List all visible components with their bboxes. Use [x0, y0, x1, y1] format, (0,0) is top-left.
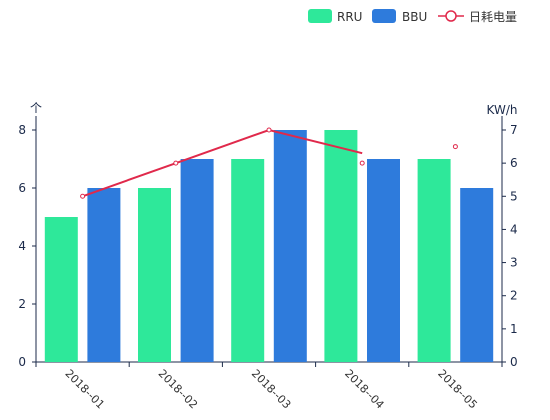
x-tick-label: 2018--03 [249, 367, 294, 412]
line-point-0 [80, 193, 86, 199]
x-tick-label: 2018--02 [156, 367, 201, 412]
bar-bbu-2 [273, 130, 307, 362]
left-axis-unit: 个 [30, 101, 42, 115]
legend-label: RRU [337, 10, 362, 24]
bar-bbu-3 [367, 159, 400, 362]
left-tick-label: 0 [18, 355, 26, 369]
line-series [80, 127, 458, 199]
right-tick-label: 4 [510, 222, 518, 236]
x-tick-label: 2018--05 [435, 367, 480, 412]
legend: RRU BBU 日耗电量 [308, 9, 517, 24]
bar-bbu-1 [180, 159, 214, 362]
right-tick-label: 3 [510, 256, 518, 270]
line-point-2 [266, 127, 272, 133]
legend-swatch [372, 9, 396, 23]
bar-rru-3 [324, 130, 358, 362]
right-tick-label: 6 [510, 156, 518, 170]
right-tick-label: 0 [510, 355, 518, 369]
left-tick-label: 8 [18, 123, 26, 137]
right-tick-label: 2 [510, 289, 518, 303]
line-point-4 [452, 144, 458, 150]
bar-bbu-4 [460, 188, 494, 362]
bar-rru-1 [138, 188, 171, 362]
x-tick-label: 2018--04 [342, 367, 387, 412]
right-tick-label: 1 [510, 322, 518, 336]
left-tick-label: 2 [18, 297, 26, 311]
right-axis-unit: KW/h [487, 103, 518, 117]
left-tick-label: 4 [18, 239, 26, 253]
left-tick-label: 6 [18, 181, 26, 195]
legend-label: 日耗电量 [469, 10, 517, 24]
line-point-3 [359, 160, 365, 166]
line-daily-power [82, 128, 363, 198]
right-tick-label: 5 [510, 189, 518, 203]
x-tick-label: 2018--01 [62, 367, 107, 412]
legend-item-1: BBU [372, 9, 427, 24]
legend-item-2: 日耗电量 [438, 10, 517, 24]
line-point-1 [173, 160, 179, 166]
bar-rru-2 [231, 159, 265, 362]
legend-swatch [308, 9, 332, 23]
legend-label: BBU [402, 10, 427, 24]
right-tick-label: 7 [510, 123, 518, 137]
legend-item-0: RRU [308, 9, 362, 24]
bar-bbu-0 [87, 188, 121, 362]
bar-rru-4 [417, 159, 451, 362]
bar-rru-0 [44, 217, 78, 362]
legend-point-swatch [445, 10, 457, 22]
bars [44, 130, 494, 362]
